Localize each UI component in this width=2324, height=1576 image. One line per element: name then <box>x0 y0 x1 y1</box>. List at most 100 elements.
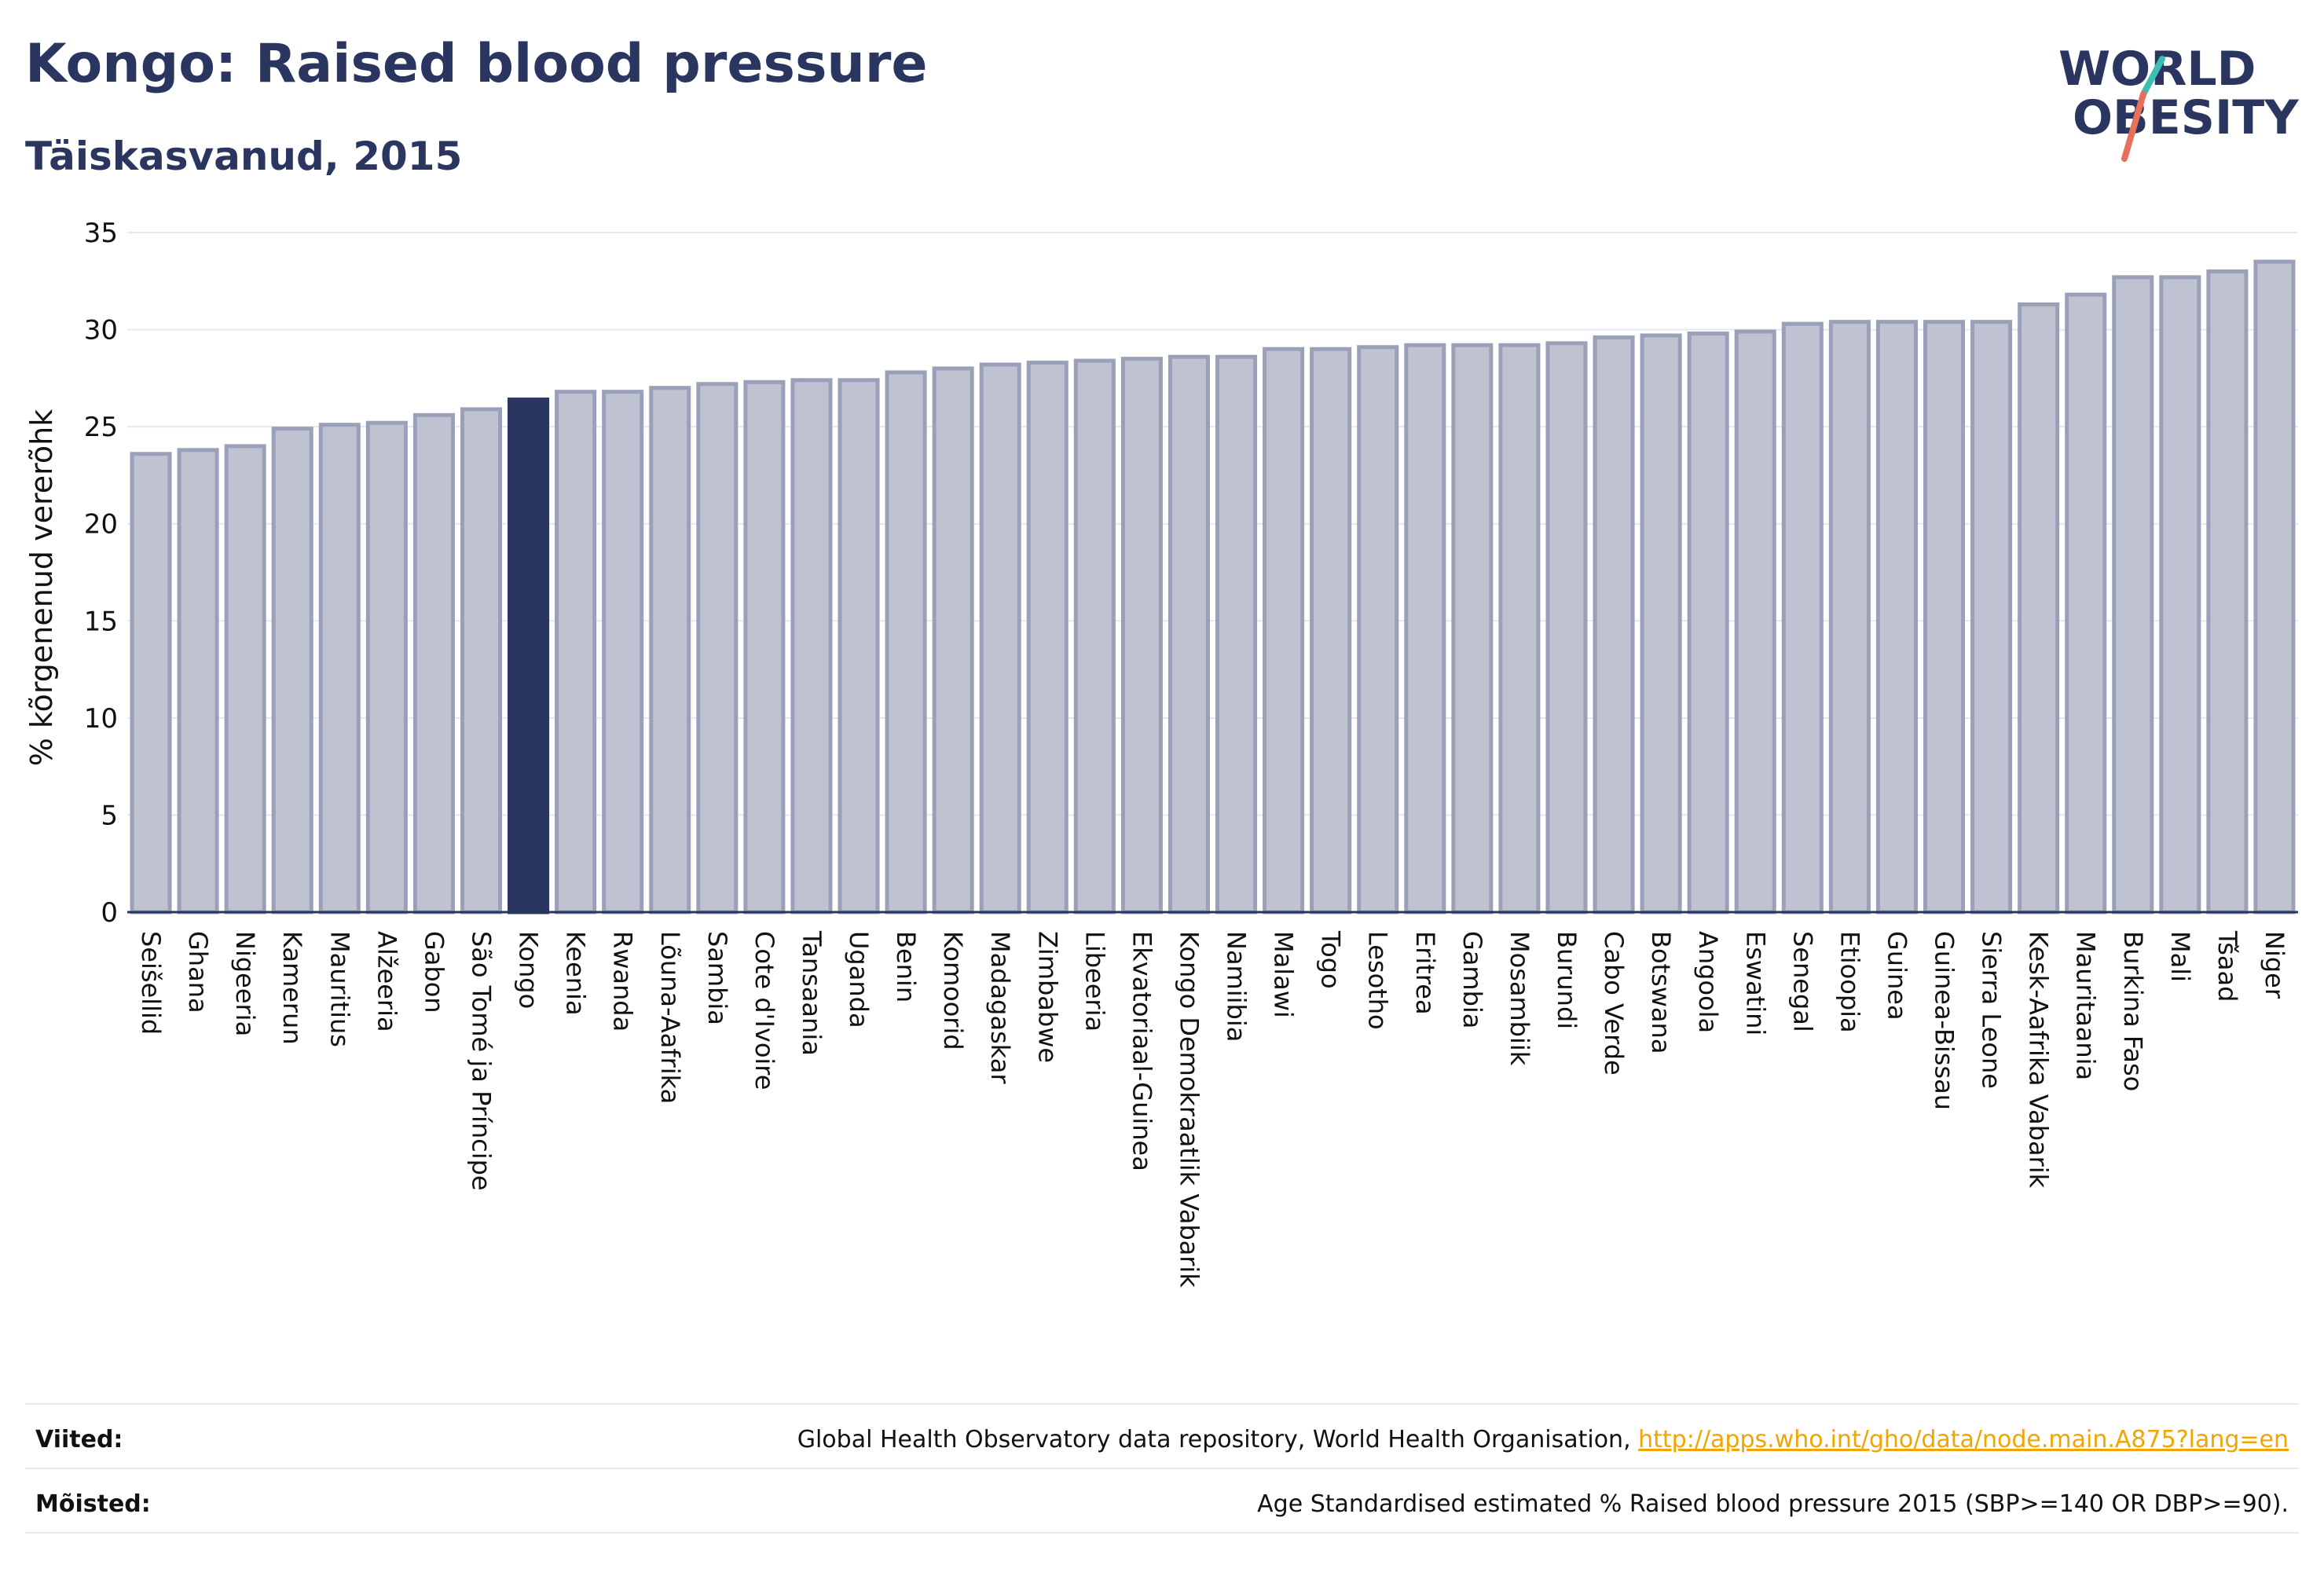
x-tick-label: Mauritaania <box>2071 931 2101 1080</box>
y-tick-label: 25 <box>84 412 118 443</box>
bar <box>1545 341 1588 914</box>
references-label: Viited: <box>35 1426 123 1453</box>
bar <box>1734 329 1776 914</box>
y-tick-label: 35 <box>84 218 118 249</box>
bar <box>412 412 455 914</box>
bar <box>838 378 880 914</box>
bar <box>1828 320 1871 914</box>
bar <box>1120 357 1163 914</box>
x-tick-label: Tšaad <box>2212 930 2242 1002</box>
x-tick-label: Kesk-Aafrika Vabarik <box>2024 931 2054 1189</box>
bar <box>1263 346 1305 914</box>
world-obesity-logo: WORLD OBESITY <box>2058 42 2300 162</box>
bar <box>2206 269 2249 914</box>
bar <box>1687 332 1729 914</box>
chart-title: Kongo: Raised blood pressure <box>25 33 928 95</box>
x-tick-label: Niger <box>2260 931 2289 999</box>
bar-chart: 0 5 10 15 20 25 30 35 Seišellid Ghana Nigeeria Kame… <box>24 218 2298 1288</box>
bar <box>1215 354 1258 914</box>
x-tick-label: Angoola <box>1693 931 1723 1033</box>
bar <box>1451 343 1494 914</box>
x-tick-label: Lesotho <box>1363 931 1393 1030</box>
bar <box>696 382 739 914</box>
x-tick-label: Mosambiik <box>1505 931 1534 1066</box>
x-tick-label: Senegal <box>1787 931 1817 1032</box>
x-tick-label: Burundi <box>1552 931 1582 1029</box>
bar <box>1310 346 1352 914</box>
bar <box>790 378 833 914</box>
logo-slash-teal <box>2140 56 2165 97</box>
x-tick-label: Namiibia <box>1222 931 1252 1042</box>
chart-subtitle: Täiskasvanud, 2015 <box>25 134 463 179</box>
y-tick-label: 5 <box>101 800 118 831</box>
x-tick-label: Guinea-Bissau <box>1930 931 1959 1110</box>
x-tick-label: Tansaania <box>797 930 827 1056</box>
x-tick-label: Etioopia <box>1835 931 1864 1033</box>
bar <box>1593 335 1635 914</box>
bar <box>2253 259 2296 914</box>
references-link[interactable]: http://apps.who.int/gho/data/node.main.A… <box>1638 1426 2289 1453</box>
x-tick-label: Rwanda <box>608 931 638 1032</box>
bar <box>885 370 927 914</box>
definitions-text: Age Standardised estimated % Raised bloo… <box>1257 1490 2289 1518</box>
bar <box>1073 358 1116 914</box>
x-tick-label: Mali <box>2165 931 2195 982</box>
x-tick-label: Cabo Verde <box>1599 931 1629 1076</box>
x-tick-label: Gabon <box>419 931 449 1013</box>
y-tick-label: 0 <box>101 897 118 929</box>
footer-divider-middle <box>25 1468 2299 1469</box>
x-tick-label: Mauritius <box>324 931 354 1047</box>
x-tick-label: Nigeeria <box>230 931 260 1036</box>
y-tick-label: 10 <box>84 703 118 735</box>
bar <box>979 362 1021 914</box>
x-tick-label: Malawi <box>1269 931 1299 1018</box>
bar <box>1875 320 1918 914</box>
bar <box>932 366 974 914</box>
x-tick-label: Kongo Demokraatlik Vabarik <box>1174 931 1204 1288</box>
x-tick-label: Togo <box>1316 930 1346 989</box>
y-axis-label: % kõrgenenud vererõhk <box>24 409 59 767</box>
bar <box>318 423 361 914</box>
bar <box>555 390 597 914</box>
y-tick-label: 20 <box>84 509 118 541</box>
x-tick-label: Burkina Faso <box>2118 931 2148 1091</box>
bar <box>1781 321 1824 914</box>
bar <box>1167 354 1210 914</box>
x-tick-label: Kamerun <box>277 931 307 1045</box>
bar <box>2112 275 2154 914</box>
bar <box>460 407 503 914</box>
definitions-label: Mõisted: <box>35 1490 151 1518</box>
bar <box>271 427 313 914</box>
footer-divider-top <box>25 1403 2299 1405</box>
bar <box>1498 343 1541 914</box>
x-tick-label: Komoorid <box>938 931 968 1050</box>
bar <box>1026 361 1069 914</box>
bar <box>602 390 644 914</box>
y-tick-label: 30 <box>84 315 118 346</box>
y-tick-label: 15 <box>84 606 118 637</box>
bar <box>743 379 786 914</box>
x-tick-label: Botswana <box>1646 931 1676 1054</box>
x-tick-label: Ghana <box>183 931 213 1013</box>
x-tick-label: Benin <box>891 931 921 1002</box>
x-tick-label: Ekvatoriaal-Guinea <box>1127 931 1157 1171</box>
bar <box>1640 333 1682 914</box>
logo-line-2: OBESITY <box>2073 90 2300 145</box>
x-tick-label: Gambia <box>1457 931 1487 1028</box>
bar <box>365 420 408 914</box>
x-tick-label: São Tomé ja Príncipe <box>466 931 496 1191</box>
x-tick-label: Eswatini <box>1740 931 1770 1035</box>
x-tick-label: Seišellid <box>136 931 166 1035</box>
bar <box>2159 275 2201 914</box>
bar <box>130 452 172 914</box>
x-tick-label: Libeeria <box>1080 931 1109 1032</box>
x-tick-label: Lõuna-Aafrika <box>655 931 685 1104</box>
bar <box>1923 320 1966 914</box>
bar <box>649 386 691 914</box>
x-tick-label: Zimbabwe <box>1032 931 1062 1063</box>
logo-slash-coral <box>2121 91 2146 162</box>
bar-highlighted <box>508 398 550 914</box>
bar <box>1357 345 1399 914</box>
x-tick-label: Kongo <box>514 931 544 1009</box>
x-tick-label: Alžeeria <box>372 931 401 1032</box>
